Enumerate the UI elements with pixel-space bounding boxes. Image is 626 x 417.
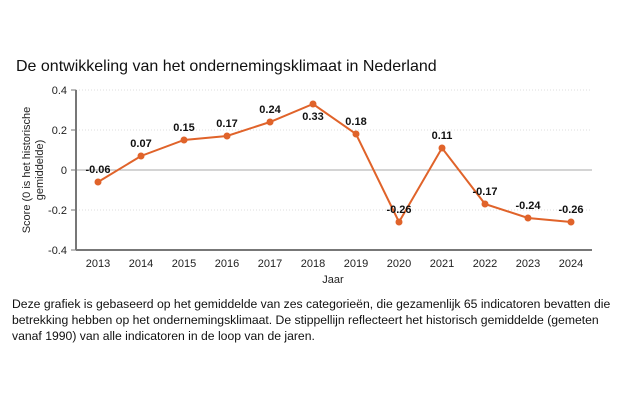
data-point [266, 118, 274, 126]
data-labels: -0.06 0.07 0.15 0.17 0.24 0.33 0.18 -0.26 0.11 -0… [85, 104, 583, 216]
data-point [352, 130, 360, 138]
data-point [481, 200, 489, 208]
y-tick-label: 0 [61, 165, 67, 177]
data-label: 0.18 [345, 116, 366, 128]
y-tick-label: 0.2 [52, 125, 67, 137]
data-label: 0.33 [302, 111, 323, 123]
y-axis-label-line1: Score (0 is het historische [21, 107, 33, 234]
x-tick-label: 2019 [344, 258, 368, 270]
series-line-path [97, 102, 572, 225]
line-chart: 0.4 0.2 0 -0.2 -0.4 2013 2014 2015 2016 2017 2018 2… [21, 85, 592, 286]
gridlines [76, 89, 592, 211]
axes [71, 89, 592, 251]
tick-labels: 0.4 0.2 0 -0.2 -0.4 2013 2014 2015 2016 2017 2018 2… [48, 85, 583, 270]
x-tick-label: 2015 [172, 258, 196, 270]
data-label: 0.11 [432, 130, 453, 142]
data-point [395, 218, 403, 226]
data-point [94, 178, 102, 186]
data-point [180, 136, 188, 144]
data-label: -0.24 [515, 200, 541, 212]
data-label: 0.24 [259, 104, 281, 116]
data-point [309, 100, 317, 108]
data-label: -0.26 [386, 204, 411, 216]
x-tick-label: 2017 [258, 258, 282, 270]
x-tick-label: 2022 [473, 258, 497, 270]
y-axis-label-line2: gemiddelde) [34, 140, 46, 201]
y-tick-label: -0.2 [48, 205, 67, 217]
x-tick-label: 2013 [86, 258, 110, 270]
data-point [524, 214, 532, 222]
data-label: 0.15 [173, 122, 194, 134]
data-point [438, 144, 446, 152]
y-tick-label: 0.4 [52, 85, 67, 97]
y-tick-label: -0.4 [48, 245, 67, 257]
x-tick-label: 2014 [129, 258, 153, 270]
data-label: -0.26 [558, 204, 583, 216]
data-point [223, 132, 231, 140]
data-label: 0.07 [130, 138, 151, 150]
x-tick-label: 2023 [516, 258, 540, 270]
data-point [567, 218, 575, 226]
x-tick-label: 2024 [559, 258, 583, 270]
x-tick-label: 2018 [301, 258, 325, 270]
data-label: -0.06 [85, 164, 110, 176]
chart-caption: Deze grafiek is gebaseerd op het gemidde… [12, 297, 611, 343]
series-line [94, 100, 575, 226]
x-tick-label: 2020 [387, 258, 411, 270]
chart-title: De ontwikkeling van het ondernemingsklim… [16, 58, 437, 75]
data-point [137, 152, 145, 160]
data-label: 0.17 [216, 118, 237, 130]
x-axis-label: Jaar [322, 274, 344, 286]
x-tick-label: 2016 [215, 258, 239, 270]
x-tick-label: 2021 [430, 258, 454, 270]
data-label: -0.17 [472, 186, 497, 198]
